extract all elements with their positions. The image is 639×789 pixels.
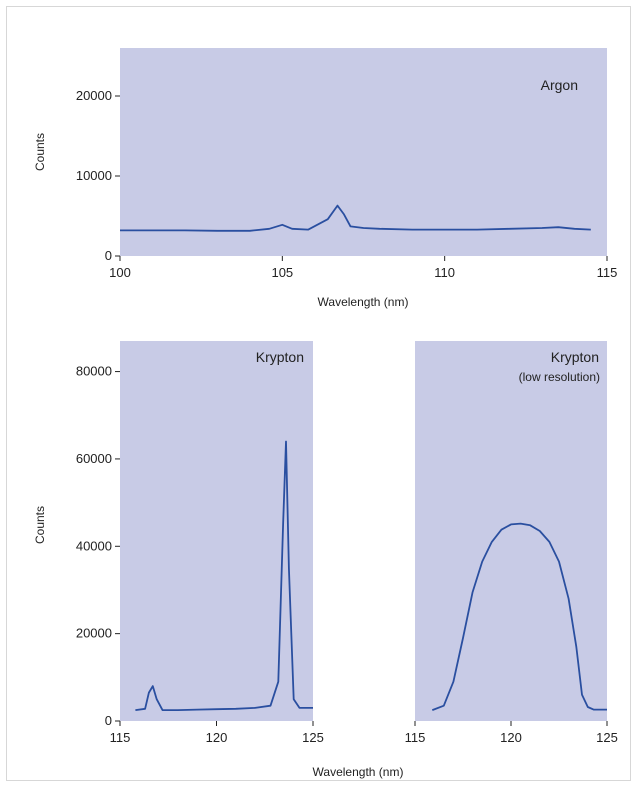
y-tick-label: 10000 <box>76 168 112 183</box>
argon-plot-area <box>120 48 607 256</box>
x-tick-label: 105 <box>271 265 293 280</box>
y-tick-label: 40000 <box>76 538 112 553</box>
krypton-lowres-spectrum-line <box>431 522 607 711</box>
argon-panel: 0 10000 20000 100 105 110 115 Argon Counts Wa… <box>33 48 617 309</box>
argon-x-axis-label: Wavelength (nm) <box>318 295 409 309</box>
x-tick-label: 115 <box>597 265 618 280</box>
argon-panel-title: Argon <box>541 77 578 93</box>
x-tick-label: 120 <box>206 730 228 745</box>
krypton-lowres-panel-subtitle: (low resolution) <box>519 370 600 384</box>
y-tick-label: 20000 <box>76 88 112 103</box>
argon-y-ticks: 0 10000 20000 <box>76 88 120 263</box>
krypton-lowres-plot-area <box>415 341 607 721</box>
y-tick-label: 0 <box>105 713 112 728</box>
krypton-plot-area <box>120 341 313 721</box>
krypton-y-axis-label: Counts <box>33 506 47 544</box>
bottom-x-axis-label: Wavelength (nm) <box>313 765 404 779</box>
x-tick-label: 125 <box>302 730 324 745</box>
x-tick-label: 100 <box>109 265 131 280</box>
x-tick-label: 110 <box>434 265 455 280</box>
y-tick-label: 20000 <box>76 626 112 641</box>
x-tick-label: 125 <box>596 730 618 745</box>
x-tick-label: 120 <box>500 730 522 745</box>
x-tick-label: 115 <box>110 730 131 745</box>
krypton-x-ticks: 115 120 125 <box>110 721 324 745</box>
x-tick-label: 115 <box>405 730 426 745</box>
krypton-panel-title: Krypton <box>256 349 304 365</box>
krypton-y-ticks: 0 20000 40000 60000 80000 <box>76 364 120 728</box>
argon-y-axis-label: Counts <box>33 133 47 171</box>
y-tick-label: 60000 <box>76 451 112 466</box>
krypton-spectrum-line <box>135 440 313 711</box>
krypton-lowres-panel: 115 120 125 Krypton (low resolution) <box>405 341 618 745</box>
argon-spectrum-line <box>120 204 591 232</box>
argon-x-ticks: 100 105 110 115 <box>109 256 617 280</box>
krypton-lowres-x-ticks: 115 120 125 <box>405 721 618 745</box>
y-tick-label: 0 <box>105 248 112 263</box>
y-tick-label: 80000 <box>76 364 112 379</box>
krypton-lowres-panel-title: Krypton <box>551 349 599 365</box>
